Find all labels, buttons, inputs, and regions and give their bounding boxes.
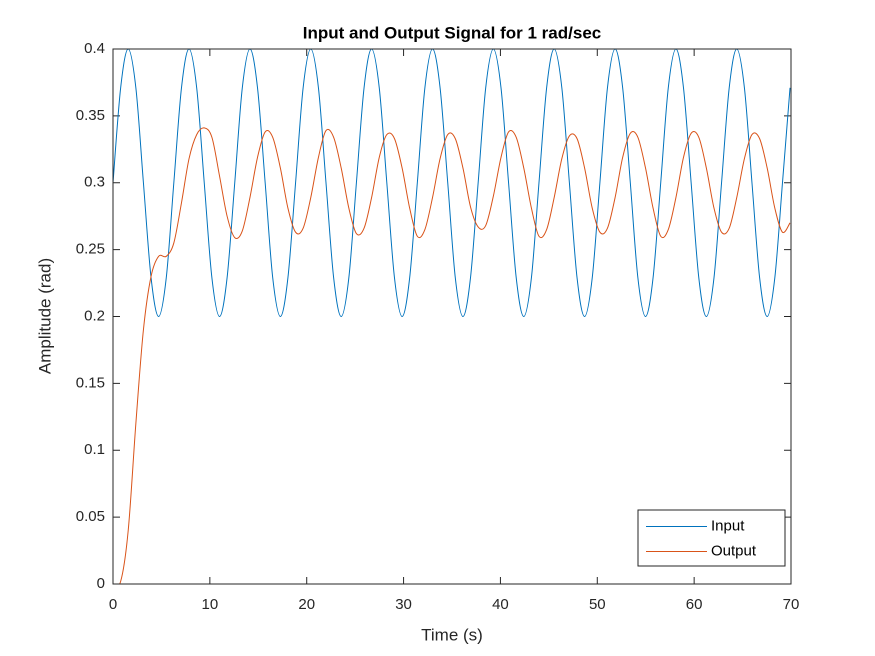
y-tick-label: 0.25 [76,241,105,258]
legend-box [637,509,786,567]
y-tick-label: 0.35 [76,107,105,124]
y-tick-label: 0.1 [84,441,105,458]
y-tick-label: 0.4 [84,40,105,57]
y-axis-label: Amplitude (rad) [35,258,54,374]
x-tick-label: 20 [298,596,315,613]
x-tick-label: 10 [202,596,219,613]
line-series [113,127,791,584]
x-tick-label: 60 [686,596,703,613]
axes-box [112,48,792,585]
x-tick-label: 40 [492,596,509,613]
x-tick-label: 50 [589,596,606,613]
plot-area [113,49,791,584]
x-tick-label: 30 [395,596,412,613]
y-tick-label: 0 [97,575,105,592]
legend-label: Input [711,517,745,534]
x-tick-label: 0 [109,596,117,613]
y-tick-label: 0.15 [76,374,105,391]
x-axis-label: Time (s) [421,625,483,644]
y-tick-label: 0.3 [84,174,105,191]
chart-title: Input and Output Signal for 1 rad/sec [303,23,601,42]
legend-label: Output [711,542,757,559]
x-tick-label: 70 [783,596,800,613]
y-tick-label: 0.05 [76,508,105,525]
y-tick-label: 0.2 [84,307,105,324]
line-series [113,49,791,318]
